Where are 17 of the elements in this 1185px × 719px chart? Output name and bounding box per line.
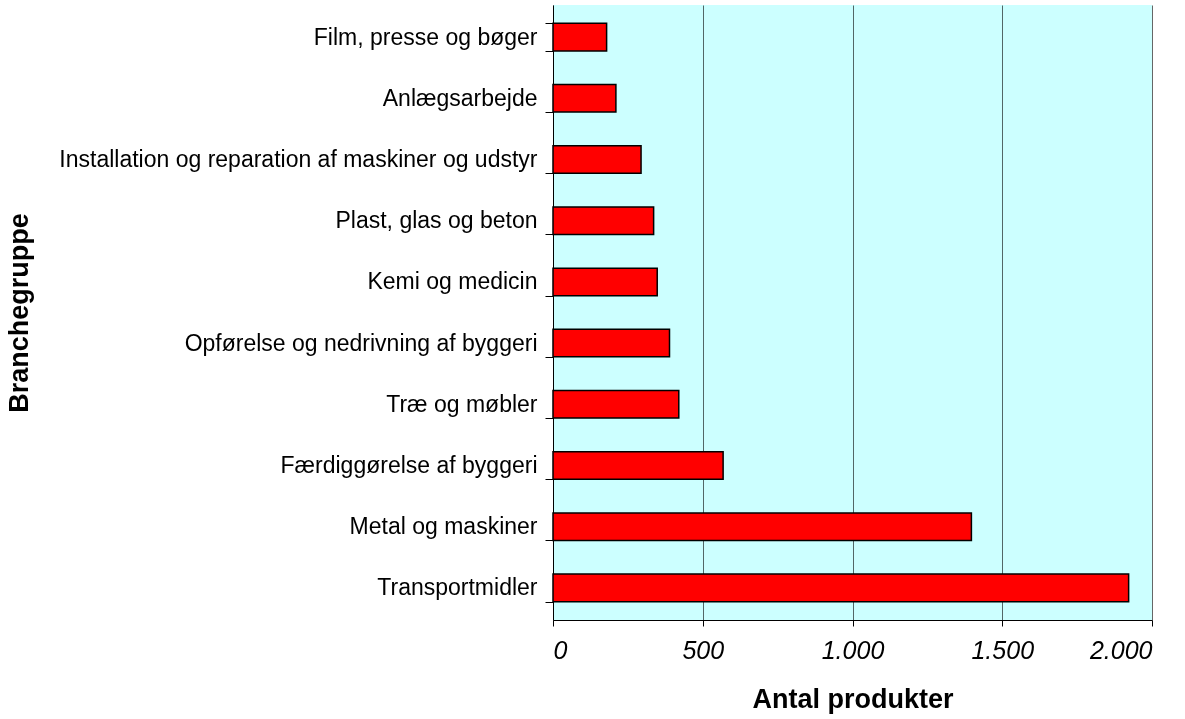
y-tick-label: Metal og maskiner bbox=[349, 513, 538, 540]
y-tick-label: Film, presse og bøger bbox=[313, 23, 538, 50]
x-tick-label: 500 bbox=[682, 635, 725, 664]
x-axis-title: Antal produkter bbox=[752, 683, 954, 714]
y-tick-label: Kemi og medicin bbox=[367, 268, 538, 295]
y-tick-label: Anlægsarbejde bbox=[382, 84, 538, 111]
y-tick-label: Installation og reparation af maskiner og udstyr bbox=[59, 146, 538, 173]
x-tick-label: 1.500 bbox=[971, 635, 1035, 664]
y-tick-label: Opførelse og nedrivning af byggeri bbox=[184, 329, 538, 356]
y-tick-label: Færdiggørelse af byggeri bbox=[280, 451, 538, 478]
x-tick-label: 1.000 bbox=[821, 635, 885, 664]
y-tick-label: Transportmidler bbox=[377, 574, 538, 601]
x-tick-label: 2.000 bbox=[1088, 635, 1153, 664]
y-tick-label: Træ og møbler bbox=[386, 390, 538, 417]
y-tick-label: Plast, glas og beton bbox=[335, 207, 538, 234]
x-tick-label: 0 bbox=[553, 635, 568, 664]
y-axis-title: Branchegruppe bbox=[3, 213, 34, 413]
